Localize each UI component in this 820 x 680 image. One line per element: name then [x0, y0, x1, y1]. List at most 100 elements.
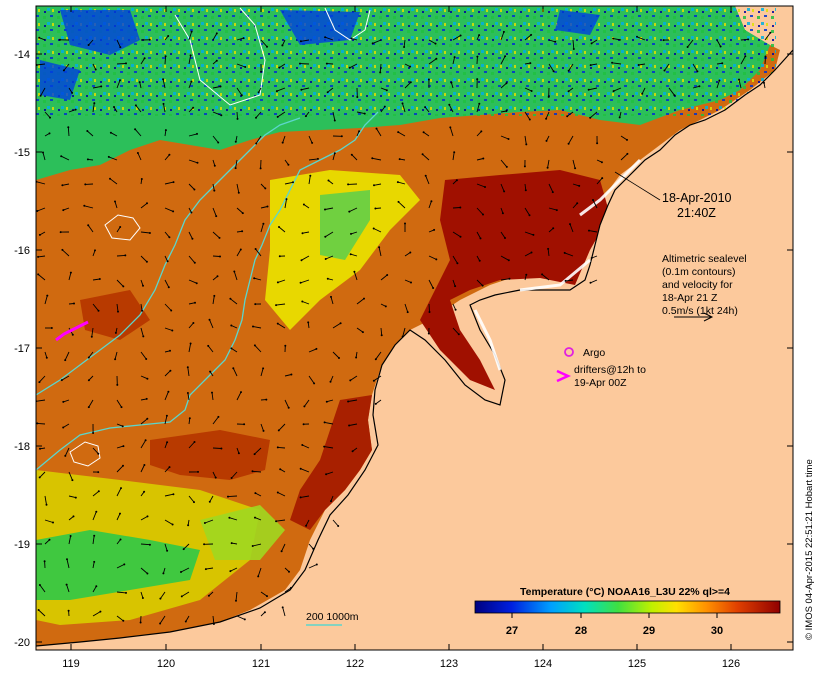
- velocity-arrow-head: [190, 80, 193, 83]
- velocity-arrow-head: [349, 379, 352, 382]
- velocity-arrow: [92, 535, 95, 545]
- velocity-arrow: [116, 80, 121, 89]
- velocity-arrow-head: [234, 167, 237, 170]
- velocity-arrow-head: [215, 59, 218, 62]
- velocity-arrow-head: [92, 432, 95, 434]
- velocity-arrow: [375, 351, 382, 360]
- velocity-arrow-head: [171, 329, 174, 332]
- velocity-arrow-head: [401, 102, 404, 105]
- velocity-arrow: [236, 391, 242, 401]
- velocity-arrow: [92, 85, 102, 89]
- velocity-arrow: [524, 34, 532, 41]
- velocity-arrow: [449, 127, 454, 137]
- velocity-arrow-head: [448, 103, 451, 106]
- velocity-arrow-head: [254, 303, 257, 306]
- velocity-arrow-head: [529, 62, 532, 65]
- velocity-arrow-head: [372, 379, 375, 382]
- velocity-arrow-head: [192, 322, 195, 324]
- velocity-arrow: [116, 513, 121, 521]
- argo-marker-icon: [564, 347, 574, 357]
- velocity-arrow-head: [217, 415, 220, 418]
- velocity-arrow-head: [453, 56, 456, 59]
- velocity-arrow: [68, 495, 76, 499]
- velocity-arrow-head: [276, 322, 279, 325]
- velocity-arrow: [402, 327, 406, 337]
- velocity-arrow-head: [114, 358, 117, 361]
- velocity-arrow-head: [122, 285, 125, 288]
- velocity-arrow-head: [189, 54, 192, 57]
- velocity-arrow: [740, 56, 746, 65]
- velocity-arrow: [278, 226, 286, 233]
- velocity-arrow: [92, 586, 97, 593]
- velocity-arrow: [212, 183, 215, 191]
- velocity-arrow: [180, 567, 190, 573]
- velocity-arrow: [423, 131, 430, 137]
- velocity-arrow-head: [43, 560, 46, 563]
- velocity-arrow: [324, 207, 334, 210]
- velocity-arrow-head: [39, 447, 41, 450]
- velocity-arrow-head: [134, 128, 137, 131]
- velocity-arrow: [188, 31, 193, 41]
- velocity-arrow-head: [373, 184, 375, 187]
- velocity-arrow: [620, 153, 628, 161]
- velocity-arrow: [63, 399, 70, 403]
- velocity-arrow-head: [148, 232, 151, 234]
- velocity-arrow-head: [235, 599, 237, 602]
- velocity-arrow-head: [262, 222, 265, 225]
- velocity-arrow-head: [299, 496, 302, 499]
- velocity-arrow-head: [347, 400, 350, 403]
- velocity-arrow-head: [259, 167, 262, 170]
- velocity-arrow: [68, 109, 76, 113]
- velocity-arrow-head: [116, 383, 119, 386]
- velocity-arrow-head: [505, 110, 508, 112]
- velocity-arrow-head: [38, 233, 41, 236]
- velocity-arrow-head: [255, 142, 258, 145]
- velocity-arrow-head: [218, 236, 221, 239]
- velocity-arrow-head: [257, 575, 260, 578]
- velocity-arrow-head: [374, 402, 377, 405]
- velocity-arrow: [452, 207, 461, 209]
- velocity-arrow: [302, 444, 310, 449]
- sst-green-patch-3: [200, 505, 285, 560]
- velocity-arrow-head: [427, 78, 430, 81]
- velocity-arrow-head: [281, 606, 284, 609]
- velocity-arrow: [232, 368, 238, 377]
- velocity-arrow: [692, 63, 698, 72]
- velocity-arrow-head: [275, 90, 278, 93]
- velocity-arrow-head: [641, 92, 644, 95]
- velocity-arrow-head: [146, 515, 149, 518]
- velocity-arrow-head: [162, 102, 165, 105]
- velocity-arrow-head: [307, 321, 310, 324]
- velocity-arrow-head: [569, 223, 571, 226]
- velocity-arrow-head: [480, 130, 483, 133]
- velocity-arrow: [332, 351, 340, 359]
- velocity-arrow: [330, 375, 334, 382]
- velocity-arrow-head: [95, 585, 98, 588]
- date-line-2: 21:40Z: [677, 206, 716, 220]
- velocity-arrow: [716, 80, 720, 89]
- velocity-arrow-head: [433, 228, 436, 231]
- velocity-arrow: [39, 375, 46, 383]
- colorbar: [474, 600, 781, 614]
- velocity-arrow-head: [302, 423, 305, 426]
- velocity-arrow: [116, 465, 124, 473]
- velocity-arrow: [282, 607, 286, 617]
- velocity-arrow: [422, 153, 430, 161]
- velocity-arrow: [572, 203, 578, 209]
- velocity-arrow-head: [253, 277, 256, 280]
- velocity-arrow-head: [207, 594, 210, 597]
- velocity-arrow: [231, 348, 238, 353]
- velocity-arrow-head: [589, 281, 592, 284]
- velocity-arrow-head: [208, 500, 211, 503]
- velocity-arrow: [301, 255, 310, 261]
- date-line-1: 18-Apr-2010: [662, 191, 732, 205]
- velocity-arrow-head: [169, 349, 171, 352]
- velocity-arrow-head: [449, 126, 452, 129]
- velocity-arrow-head: [315, 563, 318, 566]
- velocity-arrow: [257, 567, 262, 577]
- velocity-arrow-head: [59, 231, 62, 234]
- velocity-arrow: [236, 183, 240, 193]
- velocity-arrow: [61, 155, 70, 161]
- velocity-arrow-head: [168, 236, 171, 239]
- velocity-arrow-head: [61, 248, 64, 251]
